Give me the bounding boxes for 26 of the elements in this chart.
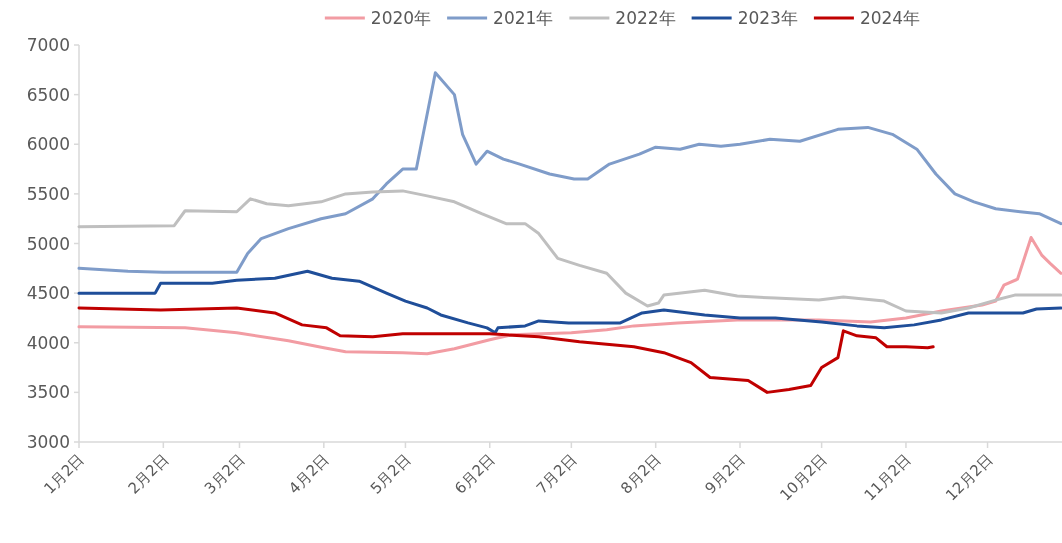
- x-tick-label: 4月2日: [285, 450, 333, 498]
- x-tick-label: 1月2日: [40, 450, 88, 498]
- y-tick-label: 3500: [26, 382, 70, 403]
- x-tick-label: 9月2日: [701, 450, 749, 498]
- x-tick-label: 10月2日: [776, 450, 831, 505]
- legend-label: 2022年: [615, 8, 676, 28]
- legend-label: 2020年: [370, 8, 432, 28]
- x-tick-label: 12月2日: [942, 450, 997, 505]
- x-tick-label: 11月2日: [860, 450, 915, 505]
- y-tick-label: 6500: [26, 84, 70, 105]
- x-tick-label: 8月2日: [617, 450, 665, 498]
- y-tick-label: 4500: [26, 283, 70, 304]
- x-tick-label: 7月2日: [532, 450, 581, 498]
- legend-label: 2021年: [493, 8, 554, 28]
- x-tick-label: 3月2日: [200, 450, 249, 498]
- y-tick-label: 5500: [26, 183, 70, 204]
- x-tick-label: 5月2日: [366, 450, 415, 498]
- legend-label: 2023年: [737, 8, 798, 28]
- y-tick-label: 3000: [26, 432, 70, 452]
- x-tick-label: 6月2日: [451, 450, 499, 498]
- y-tick-label: 4000: [26, 332, 70, 353]
- y-tick-label: 7000: [26, 35, 70, 55]
- y-tick-label: 5000: [26, 233, 70, 254]
- y-tick-label: 6000: [26, 134, 70, 155]
- x-tick-label: 2月2日: [124, 450, 173, 498]
- legend-label: 2024年: [859, 8, 921, 28]
